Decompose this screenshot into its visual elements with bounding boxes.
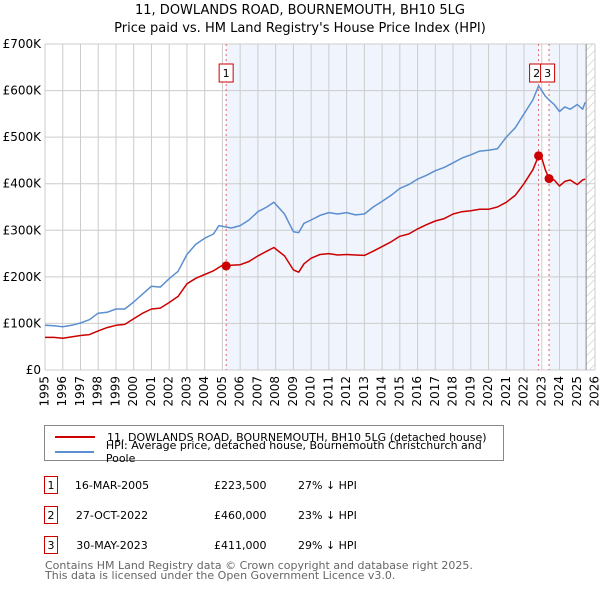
x-tick-label: 2010 <box>304 376 318 407</box>
sale-label-number: 3 <box>544 67 551 80</box>
sale-label-number: 1 <box>223 67 230 80</box>
footer-line-copyright: Contains HM Land Registry data © Crown c… <box>45 559 473 572</box>
sale-hpi-diff: 29% ↓ HPI <box>298 539 357 552</box>
sale-row: 1 16-MAR-2005 £223,500 27% ↓ HPI <box>44 476 424 496</box>
chart-subtitle: Price paid vs. HM Land Registry's House … <box>114 21 486 36</box>
x-tick-label: 2001 <box>144 376 158 407</box>
x-tick-label: 2022 <box>517 376 531 407</box>
x-tick-label: 1996 <box>55 376 69 407</box>
sale-label-number: 2 <box>533 67 540 80</box>
x-tick-label: 1999 <box>108 376 122 407</box>
x-tick-label: 2006 <box>233 376 247 407</box>
x-tick-label: 2019 <box>463 376 477 407</box>
sale-label-badge: 1 <box>218 63 234 83</box>
legend-label-hpi: HPI: Average price, detached house, Bour… <box>105 439 482 465</box>
y-tick-label: £100K <box>3 316 43 330</box>
sale-point <box>544 174 554 184</box>
y-tick-label: £600K <box>3 84 43 98</box>
sale-row: 2 27-OCT-2022 £460,000 23% ↓ HPI <box>44 506 424 526</box>
x-tick-label: 2007 <box>250 376 264 407</box>
sale-price: £460,000 <box>214 509 267 522</box>
sale-number-badge: 3 <box>44 536 58 554</box>
x-tick-label: 2008 <box>268 376 282 407</box>
x-tick-label: 2016 <box>410 376 424 407</box>
x-tick-label: 2012 <box>339 376 353 407</box>
legend-swatch-property <box>55 436 95 438</box>
x-tick-label: 2014 <box>375 376 389 407</box>
hatched-forecast-region <box>586 44 595 370</box>
y-tick-label: £0 <box>26 363 41 377</box>
y-tick-label: £500K <box>3 130 43 144</box>
y-tick-label: £400K <box>3 177 43 191</box>
legend-item-hpi: HPI: Average price, detached house, Bour… <box>45 439 503 465</box>
sale-point <box>221 261 231 271</box>
x-tick-label: 2026 <box>588 376 600 407</box>
sale-price: £223,500 <box>214 479 267 492</box>
unshaded-gap-region <box>538 44 550 370</box>
x-tick-label: 2011 <box>321 376 335 407</box>
x-tick-label: 2018 <box>446 376 460 407</box>
x-tick-label: 2004 <box>197 376 211 407</box>
shaded-ownership-region <box>226 44 587 370</box>
x-tick-label: 2013 <box>357 376 371 407</box>
sale-label-badge: 3 <box>540 63 556 83</box>
y-tick-label: £700K <box>3 37 43 51</box>
x-tick-label: 2020 <box>481 376 495 407</box>
x-tick-label: 2000 <box>126 376 140 407</box>
x-tick-label: 2002 <box>162 376 176 407</box>
x-tick-label: 1995 <box>38 376 52 407</box>
x-tick-label: 2024 <box>552 376 566 407</box>
property-series-line <box>45 155 586 340</box>
legend-swatch-hpi <box>55 451 94 453</box>
sale-hpi-diff: 23% ↓ HPI <box>298 509 357 522</box>
sale-row: 3 30-MAY-2023 £411,000 29% ↓ HPI <box>44 536 424 556</box>
sale-date: 27-OCT-2022 <box>75 509 149 522</box>
sale-point <box>534 151 544 161</box>
x-tick-label: 2009 <box>286 376 300 407</box>
x-tick-label: 2025 <box>570 376 584 407</box>
legend-item-property: 11, DOWLANDS ROAD, BOURNEMOUTH, BH10 5LG… <box>45 429 487 445</box>
footer-attribution: Contains HM Land Registry data © Crown c… <box>45 559 473 582</box>
sale-date: 16-MAR-2005 <box>74 479 150 492</box>
sale-label-box <box>540 63 556 83</box>
hpi-series-line <box>44 85 586 328</box>
chart-legend: 11, DOWLANDS ROAD, BOURNEMOUTH, BH10 5LG… <box>44 425 504 465</box>
y-tick-label: £200K <box>3 270 43 284</box>
y-tick-label: £300K <box>3 223 43 237</box>
x-tick-label: 2021 <box>499 376 513 407</box>
x-tick-label: 2015 <box>392 376 406 407</box>
x-tick-label: 1997 <box>73 376 87 407</box>
sale-price: £411,000 <box>214 539 267 552</box>
x-tick-label: 2017 <box>428 376 442 407</box>
x-tick-label: 2005 <box>215 376 229 407</box>
footer-line-licence: This data is licensed under the Open Gov… <box>45 569 396 582</box>
sale-hpi-diff: 27% ↓ HPI <box>298 479 357 492</box>
chart-title: 11, DOWLANDS ROAD, BOURNEMOUTH, BH10 5LG <box>135 3 465 18</box>
sale-date: 30-MAY-2023 <box>76 539 148 552</box>
legend-label-property: 11, DOWLANDS ROAD, BOURNEMOUTH, BH10 5LG… <box>107 430 487 444</box>
x-tick-label: 1998 <box>91 376 105 407</box>
sale-number-badge: 1 <box>44 476 58 494</box>
sale-label-box <box>218 63 234 83</box>
x-tick-label: 2023 <box>534 376 548 407</box>
sale-number-badge: 2 <box>44 506 58 524</box>
x-tick-label: 2003 <box>179 376 193 407</box>
